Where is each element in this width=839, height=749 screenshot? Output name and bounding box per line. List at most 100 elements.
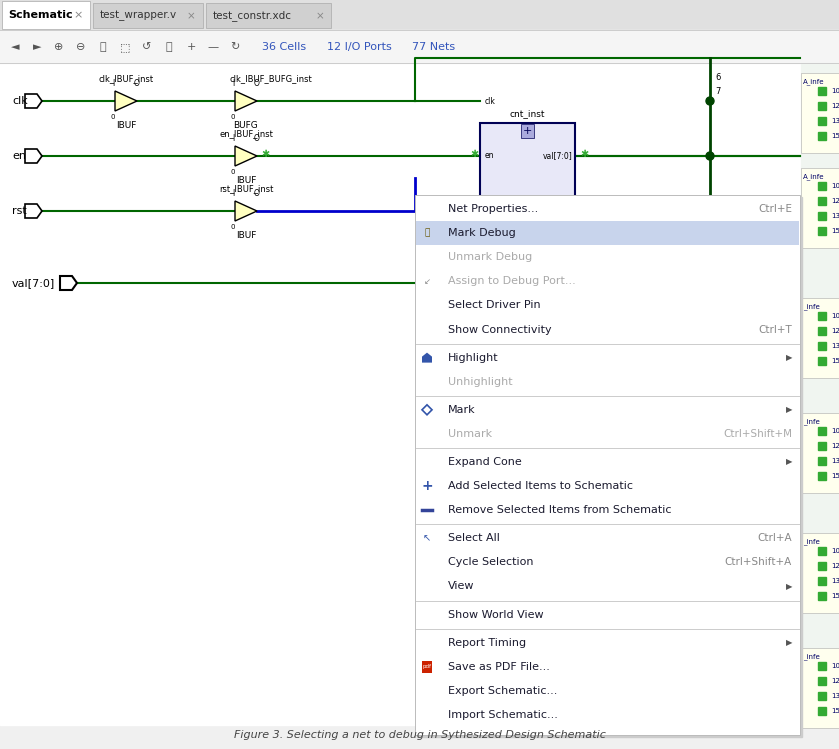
Text: ▶: ▶ xyxy=(785,458,792,467)
Text: 0: 0 xyxy=(231,114,235,120)
Text: clk_IBUF_BUFG_inst: clk_IBUF_BUFG_inst xyxy=(230,74,312,83)
Bar xyxy=(818,442,826,450)
Bar xyxy=(480,123,575,238)
Text: _infe: _infe xyxy=(803,303,820,310)
Text: ⬛: ⬛ xyxy=(165,42,172,52)
Text: View: View xyxy=(448,581,475,592)
Text: Schematic: Schematic xyxy=(8,10,73,20)
Bar xyxy=(818,132,826,140)
Text: ⬚: ⬚ xyxy=(120,42,130,52)
Text: 15: 15 xyxy=(831,593,839,599)
Text: I: I xyxy=(232,79,234,88)
Text: Save as PDF File...: Save as PDF File... xyxy=(448,662,550,672)
Bar xyxy=(818,87,826,95)
Text: Ctrl+E: Ctrl+E xyxy=(758,204,792,214)
Text: ✱: ✱ xyxy=(261,149,269,159)
Bar xyxy=(818,102,826,110)
Text: A_infe: A_infe xyxy=(803,173,825,180)
Text: I: I xyxy=(232,189,234,198)
Text: 12: 12 xyxy=(831,563,839,569)
Text: I: I xyxy=(232,134,234,143)
Bar xyxy=(818,212,826,220)
Bar xyxy=(818,692,826,700)
Bar xyxy=(818,472,826,480)
Text: Add Selected Items to Schematic: Add Selected Items to Schematic xyxy=(448,481,633,491)
Bar xyxy=(818,427,826,435)
Text: ✱: ✱ xyxy=(580,149,588,159)
Text: ▶: ▶ xyxy=(785,582,792,591)
Text: +: + xyxy=(523,126,532,136)
Bar xyxy=(818,677,826,685)
Bar xyxy=(818,562,826,570)
Text: Mark Debug: Mark Debug xyxy=(448,228,516,238)
Bar xyxy=(818,227,826,235)
Text: _infe: _infe xyxy=(803,538,820,545)
Text: Figure 3. Selecting a net to debug in Sythesized Design Schematic: Figure 3. Selecting a net to debug in Sy… xyxy=(233,730,606,740)
Text: 15: 15 xyxy=(831,473,839,479)
Text: I: I xyxy=(112,79,114,88)
Text: Report Timing: Report Timing xyxy=(448,637,526,648)
Text: ↖: ↖ xyxy=(423,533,431,543)
Text: Unmark Debug: Unmark Debug xyxy=(448,252,532,262)
Text: 15: 15 xyxy=(831,358,839,364)
Text: en: en xyxy=(485,151,494,160)
Text: Show Connectivity: Show Connectivity xyxy=(448,324,551,335)
Text: ×: × xyxy=(186,11,195,21)
Text: +: + xyxy=(421,479,433,493)
Text: 10: 10 xyxy=(831,183,839,189)
Text: 15: 15 xyxy=(831,708,839,714)
Text: Select Driver Pin: Select Driver Pin xyxy=(448,300,540,310)
Text: ►: ► xyxy=(33,42,41,52)
Text: Remove Selected Items from Schematic: Remove Selected Items from Schematic xyxy=(448,505,671,515)
Text: clk_IBUF_inst: clk_IBUF_inst xyxy=(98,74,154,83)
Text: _infe: _infe xyxy=(803,418,820,425)
Text: O: O xyxy=(254,189,260,198)
Bar xyxy=(818,577,826,585)
Text: Ctrl+Shift+A: Ctrl+Shift+A xyxy=(725,557,792,568)
Text: Select All: Select All xyxy=(448,533,500,543)
Bar xyxy=(818,457,826,465)
Text: IBUF: IBUF xyxy=(116,121,136,130)
Text: Unmark: Unmark xyxy=(448,429,492,439)
Text: 15: 15 xyxy=(831,133,839,139)
Text: 13: 13 xyxy=(831,343,839,349)
Text: rst: rst xyxy=(12,206,27,216)
Bar xyxy=(93,3,203,28)
Bar xyxy=(801,533,839,613)
Bar xyxy=(818,312,826,320)
Text: test_constr.xdc: test_constr.xdc xyxy=(213,10,292,22)
Text: 6: 6 xyxy=(715,73,721,82)
Text: 10: 10 xyxy=(831,663,839,669)
Text: A_infe: A_infe xyxy=(803,78,825,85)
Bar xyxy=(801,298,839,378)
Text: 0: 0 xyxy=(111,114,115,120)
Text: ×: × xyxy=(73,10,83,20)
Text: Unhighlight: Unhighlight xyxy=(448,377,513,386)
Text: 77 Nets: 77 Nets xyxy=(412,42,455,52)
Bar xyxy=(801,63,839,725)
Text: ▶: ▶ xyxy=(785,353,792,362)
Text: ×: × xyxy=(315,11,325,21)
Bar xyxy=(0,63,839,725)
Text: Ctrl+A: Ctrl+A xyxy=(758,533,792,543)
Text: ⊕: ⊕ xyxy=(55,42,64,52)
Polygon shape xyxy=(115,91,137,111)
Text: ↙: ↙ xyxy=(424,277,430,286)
Text: rst_IBUF_inst: rst_IBUF_inst xyxy=(219,184,274,193)
Text: Import Schematic...: Import Schematic... xyxy=(448,710,558,720)
Text: 13: 13 xyxy=(831,578,839,584)
Text: —: — xyxy=(207,42,219,52)
Text: 12: 12 xyxy=(831,443,839,449)
Text: O: O xyxy=(254,79,260,88)
Bar xyxy=(801,73,839,153)
Text: Ctrl+T: Ctrl+T xyxy=(758,324,792,335)
Circle shape xyxy=(706,97,714,105)
Polygon shape xyxy=(422,353,432,363)
Text: ◄: ◄ xyxy=(11,42,19,52)
Text: Highlight: Highlight xyxy=(448,353,498,363)
Text: ↺: ↺ xyxy=(143,42,152,52)
Bar xyxy=(417,197,802,737)
Text: BUFG: BUFG xyxy=(233,121,258,130)
Bar xyxy=(818,342,826,350)
Bar xyxy=(416,221,799,245)
